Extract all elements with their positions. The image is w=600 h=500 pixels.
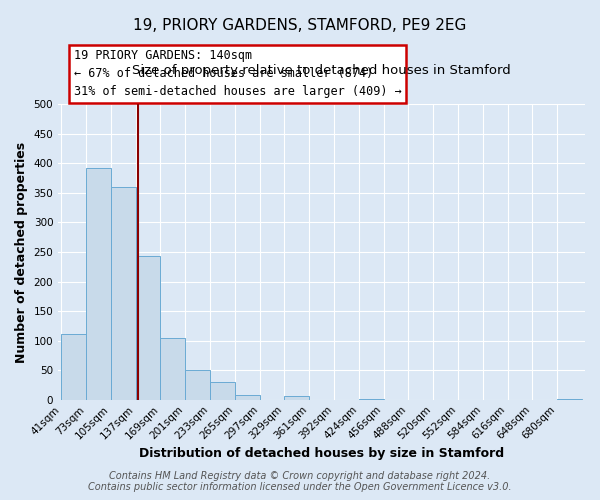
Bar [185, 370, 210, 400]
X-axis label: Distribution of detached houses by size in Stamford: Distribution of detached houses by size … [139, 447, 504, 460]
Text: Contains HM Land Registry data © Crown copyright and database right 2024.
Contai: Contains HM Land Registry data © Crown c… [88, 471, 512, 492]
Bar [111, 187, 136, 400]
Bar [210, 382, 235, 400]
Y-axis label: Number of detached properties: Number of detached properties [15, 142, 28, 362]
Bar [284, 396, 309, 400]
Bar [160, 338, 185, 400]
Bar [235, 395, 260, 400]
Text: 19, PRIORY GARDENS, STAMFORD, PE9 2EG: 19, PRIORY GARDENS, STAMFORD, PE9 2EG [133, 18, 467, 32]
Bar [61, 334, 86, 400]
Bar [359, 398, 383, 400]
Title: Size of property relative to detached houses in Stamford: Size of property relative to detached ho… [132, 64, 511, 76]
Bar [86, 168, 111, 400]
Bar [136, 256, 160, 400]
Text: 19 PRIORY GARDENS: 140sqm
← 67% of detached houses are smaller (874)
31% of semi: 19 PRIORY GARDENS: 140sqm ← 67% of detac… [74, 50, 402, 98]
Bar [557, 398, 582, 400]
